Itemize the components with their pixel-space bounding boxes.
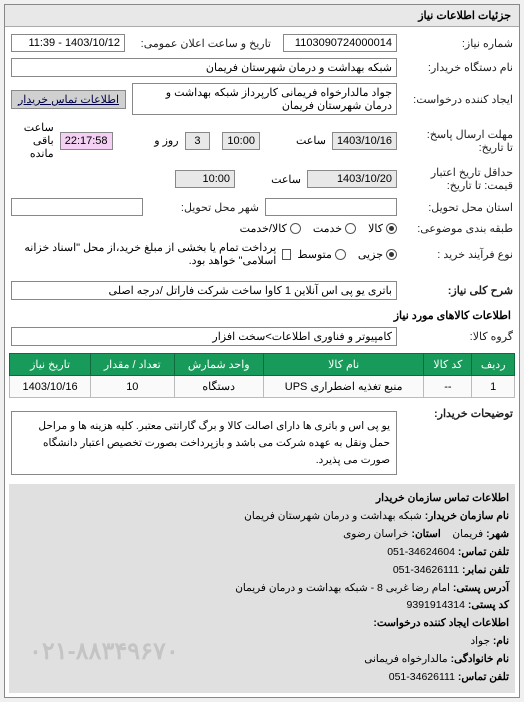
radio-dot-icon <box>290 223 301 234</box>
time-label-2: ساعت <box>241 173 301 186</box>
radio-dot-icon <box>345 223 356 234</box>
credit-valid-label: حداقل تاریخ اعتبار قیمت: تا تاریخ: <box>403 166 513 192</box>
postcode-value: 9391914314 <box>407 599 465 611</box>
group-field: کامپیوتر و فناوری اطلاعات>سخت افزار <box>11 327 397 346</box>
device-name-label: نام دستگاه خریدار: <box>403 61 513 74</box>
items-section-title: اطلاعات کالاهای مورد نیاز <box>9 303 515 324</box>
phone-label: تلفن تماس: <box>458 546 509 558</box>
city-c-label: شهر: <box>486 528 509 540</box>
group-label: گروه کالا: <box>403 330 513 343</box>
province-field <box>265 198 397 216</box>
city-c-value: فریمان <box>452 528 483 540</box>
fax-label: تلفن نمابر: <box>462 564 509 576</box>
th-unit: واحد شمارش <box>174 354 263 376</box>
phone-value: 34624604-051 <box>387 546 455 558</box>
postal-value: امام رضا غربی 8 - شبکه بهداشت و درمان فر… <box>235 582 450 594</box>
announce-label: تاریخ و ساعت اعلان عمومی: <box>131 37 271 50</box>
cell-code: -- <box>424 376 472 398</box>
th-name: نام کالا <box>263 354 423 376</box>
table-row: 1 -- منبع تغذیه اضطراری UPS دستگاه 10 14… <box>10 376 515 398</box>
th-row: ردیف <box>472 354 515 376</box>
need-number-label: شماره نیاز: <box>403 37 513 50</box>
time-label-1: ساعت <box>266 134 326 147</box>
buyer-notes-box: یو پی اس و باتری ها دارای اصالت کالا و ب… <box>11 411 397 475</box>
panel-title: جزئیات اطلاعات نیاز <box>5 5 519 27</box>
cname-label: نام: <box>493 635 509 647</box>
fax-value: 34626111-051 <box>393 564 459 576</box>
contact-link[interactable]: اطلاعات تماس خریدار <box>11 90 126 109</box>
th-code: کد کالا <box>424 354 472 376</box>
creator-c-title: اطلاعات ایجاد کننده درخواست: <box>373 617 509 629</box>
city-label: شهر محل تحویل: <box>149 201 259 214</box>
main-desc-label: شرح کلی نیاز: <box>403 284 513 297</box>
cell-qty: 10 <box>91 376 174 398</box>
creator-label: ایجاد کننده درخواست: <box>403 93 513 106</box>
city-field <box>11 198 143 216</box>
cell-date: 1403/10/16 <box>10 376 91 398</box>
items-table: ردیف کد کالا نام کالا واحد شمارش تعداد /… <box>9 353 515 398</box>
need-details-panel: جزئیات اطلاعات نیاز شماره نیاز: 11030907… <box>4 4 520 698</box>
announce-field: 1403/10/12 - 11:39 <box>11 34 125 52</box>
state-label: استان: <box>411 528 440 540</box>
device-name-field: شبکه بهداشت و درمان شهرستان فریمان <box>11 58 397 77</box>
cell-idx: 1 <box>472 376 515 398</box>
th-qty: تعداد / مقدار <box>91 354 174 376</box>
credit-valid-time: 10:00 <box>175 170 235 188</box>
process-radio-group: جزیی متوسط <box>297 248 397 261</box>
cell-name: منبع تغذیه اضطراری UPS <box>263 376 423 398</box>
table-header-row: ردیف کد کالا نام کالا واحد شمارش تعداد /… <box>10 354 515 376</box>
form-body: شماره نیاز: 1103090724000014 تاریخ و ساع… <box>5 27 519 697</box>
cname-value: جواد <box>470 635 490 647</box>
org-label: نام سازمان خریدار: <box>425 510 509 522</box>
cfamily-label: نام خانوادگی: <box>451 653 509 665</box>
need-number-field: 1103090724000014 <box>283 34 397 52</box>
remaining-field: 22:17:58 <box>60 132 113 150</box>
contact-section: اطلاعات تماس سازمان خریدار نام سازمان خر… <box>9 484 515 692</box>
cphone-value: 34626111-051 <box>389 671 455 683</box>
cfamily-value: مالدارخواه فریمانی <box>364 653 447 665</box>
remaining-label: ساعت باقی مانده <box>11 121 54 160</box>
radio-kala[interactable]: کالا <box>368 222 397 235</box>
contact-title: اطلاعات تماس سازمان خریدار <box>376 492 509 504</box>
postcode-label: کد پستی: <box>468 599 509 611</box>
process-note: پرداخت تمام یا بخشی از مبلغ خرید،از محل … <box>11 241 276 267</box>
main-desc-field: باتری یو پی اس آنلاین 1 کاوا ساخت شرکت ف… <box>11 281 397 300</box>
days-label: روز و <box>119 134 179 147</box>
postal-label: آدرس پستی: <box>453 582 509 594</box>
radio-dot-icon <box>386 223 397 234</box>
creator-field: جواد مالدارخواه فریمانی کارپرداز شبکه به… <box>132 83 397 115</box>
radio-kala-khadamat[interactable]: کالا/خدمت <box>240 222 301 235</box>
radio-dot-icon <box>335 249 346 260</box>
radio-khadamat[interactable]: خدمت <box>313 222 356 235</box>
radio-jozii[interactable]: جزیی <box>358 248 397 261</box>
cell-unit: دستگاه <box>174 376 263 398</box>
radio-motavaset[interactable]: متوسط <box>297 248 346 261</box>
category-label: طبقه بندی موضوعی: <box>403 222 513 235</box>
buyer-notes-label: توضیحات خریدار: <box>403 407 513 420</box>
province-label: استان محل تحویل: <box>403 201 513 214</box>
th-date: تاریخ نیاز <box>10 354 91 376</box>
days-field: 3 <box>185 132 211 150</box>
cphone-label: تلفن تماس: <box>458 671 509 683</box>
deadline-send-label: مهلت ارسال پاسخ: تا تاریخ: <box>403 128 513 154</box>
credit-valid-date: 1403/10/20 <box>307 170 397 188</box>
process-label: نوع فرآیند خرید : <box>403 248 513 261</box>
radio-dot-icon <box>386 249 397 260</box>
org-value: شبکه بهداشت و درمان شهرستان فریمان <box>244 510 422 522</box>
category-radio-group: کالا خدمت کالا/خدمت <box>240 222 397 235</box>
treasury-checkbox[interactable] <box>282 249 291 260</box>
state-value: خراسان رضوی <box>343 528 408 540</box>
deadline-send-time: 10:00 <box>222 132 260 150</box>
deadline-send-date: 1403/10/16 <box>332 132 397 150</box>
